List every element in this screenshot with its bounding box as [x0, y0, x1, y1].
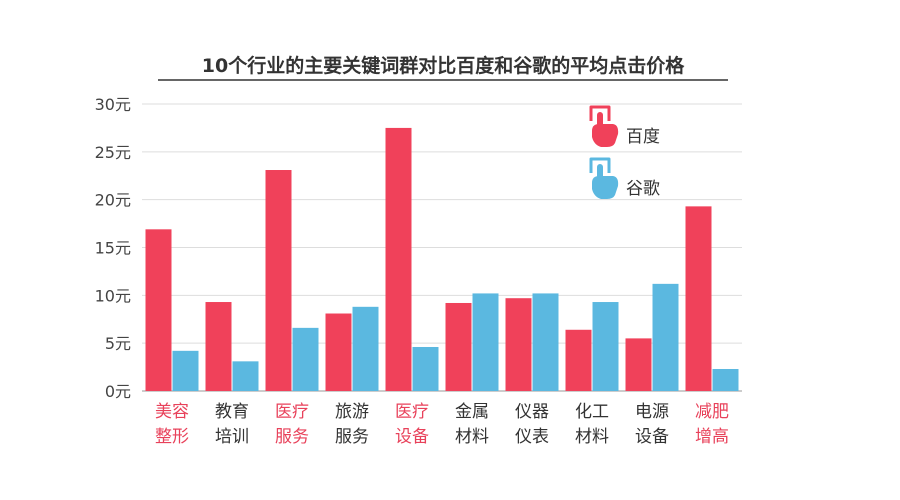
x-category-label-line1: 旅游 [335, 402, 369, 422]
x-category-label-line1: 医疗 [395, 402, 429, 422]
google-bar [172, 350, 199, 391]
x-category-label-line2: 整形 [155, 427, 189, 447]
grid-lines [142, 103, 742, 392]
y-tick-label: 0元 [105, 382, 131, 401]
y-tick-label: 30元 [95, 95, 131, 114]
baidu-bar [505, 298, 532, 391]
baidu-bar [325, 313, 352, 391]
x-category-label-line2: 仪表 [515, 427, 549, 447]
x-category-label-line2: 设备 [395, 427, 429, 447]
google-bar [472, 293, 499, 391]
x-category-label-line1: 金属 [455, 402, 489, 422]
x-category-label-line1: 仪器 [515, 402, 549, 422]
y-tick-label: 15元 [95, 239, 131, 258]
x-category-label-line2: 材料 [455, 427, 489, 447]
baidu-bar [385, 127, 412, 392]
google-bar [352, 306, 379, 391]
y-tick-label: 10元 [95, 286, 131, 305]
y-tick-label: 5元 [105, 334, 131, 353]
google-bar [532, 293, 559, 391]
x-category-label-line2: 材料 [575, 427, 609, 447]
hand-pointer-icon [589, 105, 619, 147]
google-bar [712, 368, 739, 391]
baidu-bar [625, 338, 652, 391]
baidu-bar [565, 329, 592, 391]
chart-title: 10个行业的主要关键词群对比百度和谷歌的平均点击价格 [202, 54, 685, 77]
x-category-label-line1: 电源 [635, 402, 669, 422]
bars [145, 127, 739, 392]
baidu-bar [145, 229, 172, 391]
google-bar [292, 327, 319, 391]
y-axis-ticks: 0元 5元 10元 15元 20元 25元 30元 [95, 95, 131, 401]
x-category-label-line2: 增高 [695, 427, 729, 447]
x-category-label-line1: 减肥 [695, 402, 729, 422]
google-bar [592, 302, 619, 391]
y-tick-label: 25元 [95, 143, 131, 162]
x-category-label-line2: 服务 [275, 427, 309, 447]
baidu-bar [265, 170, 292, 391]
baidu-bar [205, 302, 232, 391]
legend-label: 谷歌 [626, 179, 660, 199]
x-category-label-line2: 设备 [635, 427, 669, 447]
x-category-label-line1: 教育 [215, 402, 249, 422]
google-bar [412, 346, 439, 391]
baidu-bar [445, 302, 472, 391]
google-bar [652, 283, 679, 391]
x-category-label-line2: 培训 [215, 427, 249, 447]
baidu-bar [685, 206, 712, 391]
hand-pointer-icon [589, 157, 619, 199]
y-tick-label: 20元 [95, 191, 131, 210]
x-category-label-line2: 服务 [335, 427, 369, 447]
legend-label: 百度 [626, 127, 660, 147]
x-category-label-line1: 化工 [575, 402, 609, 422]
x-category-label-line1: 医疗 [275, 402, 309, 422]
google-bar [232, 361, 259, 391]
x-category-label-line1: 美容 [155, 402, 189, 422]
